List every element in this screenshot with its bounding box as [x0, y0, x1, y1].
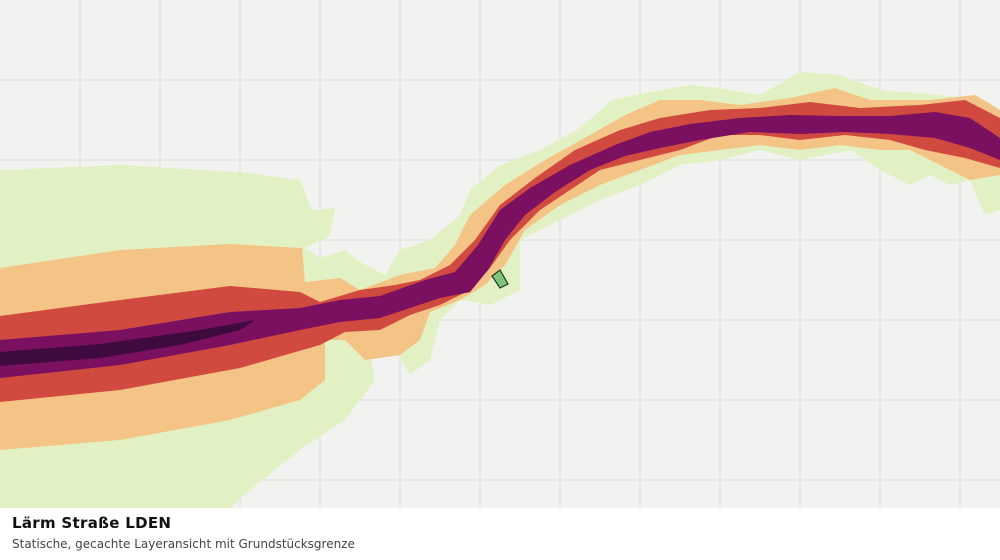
property-boundary — [491, 269, 509, 289]
layer-subtitle: Statische, gecachte Layeransicht mit Gru… — [12, 537, 355, 551]
map — [0, 0, 1000, 508]
caption-panel: Lärm Straße LDEN Statische, gecachte Lay… — [0, 508, 1000, 560]
noise-zones — [0, 72, 1000, 508]
noise-zone-very-high — [0, 112, 1000, 378]
layer-title: Lärm Straße LDEN — [12, 514, 172, 532]
noise-zone-extreme — [0, 320, 255, 366]
